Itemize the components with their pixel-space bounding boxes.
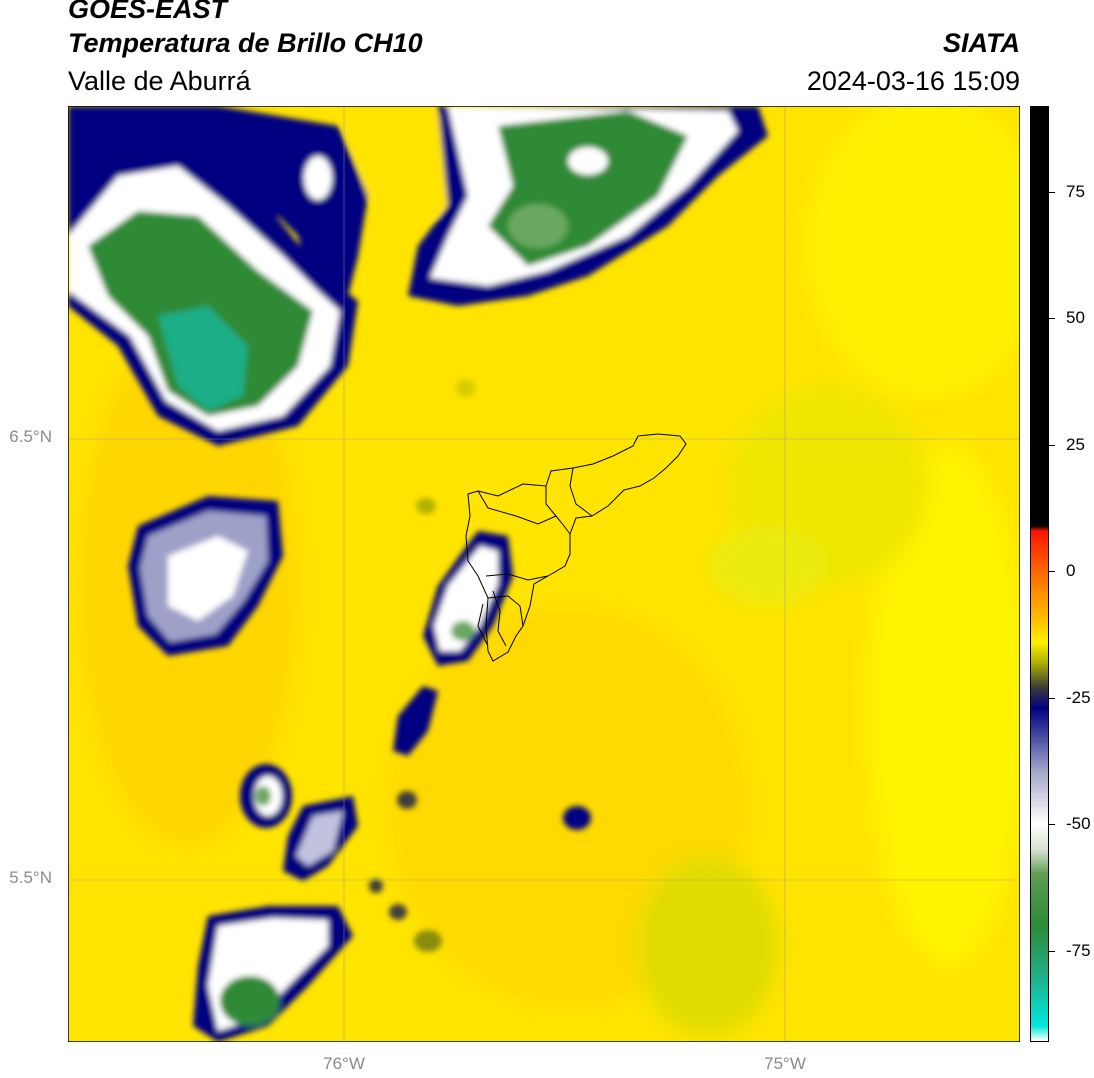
- lat-label-6-5n: 6.5°N: [9, 427, 52, 446]
- product-title: Temperatura de Brillo CH10: [68, 28, 423, 58]
- colorbar-tick-label: -50: [1066, 814, 1091, 834]
- region-subtitle: Valle de Aburrá: [68, 66, 251, 96]
- satellite-title: GOES-EAST: [68, 0, 228, 24]
- satellite-map: [68, 106, 1020, 1042]
- colorbar-tick-label: 50: [1066, 308, 1085, 328]
- colorbar-tick-mark: [1049, 824, 1055, 826]
- lat-label-5-5n: 5.5°N: [9, 868, 52, 887]
- grid-lines: [68, 106, 1020, 1042]
- organization-label: SIATA: [943, 28, 1020, 58]
- colorbar-tick-label: 25: [1066, 434, 1085, 454]
- colorbar-tick-mark: [1049, 318, 1055, 320]
- colorbar-tick-mark: [1049, 571, 1055, 573]
- cold-cloud-tops: [68, 106, 768, 1042]
- lon-label-76w: 76°W: [323, 1054, 365, 1073]
- colorbar-tick-mark: [1049, 697, 1055, 699]
- temperature-colorbar: [1030, 106, 1049, 1042]
- lon-label-75w: 75°W: [764, 1054, 806, 1073]
- timestamp-label: 2024-03-16 15:09: [806, 66, 1020, 96]
- colorbar-tick-label: 0: [1066, 561, 1076, 581]
- colorbar-tick-mark: [1049, 192, 1055, 193]
- colorbar-tick-mark: [1049, 444, 1055, 446]
- valle-de-aburra-boundaries: [465, 433, 687, 662]
- colorbar-tick-label: -25: [1066, 687, 1091, 707]
- colorbar-tick-label: 75: [1066, 182, 1085, 201]
- colorbar-tick-label: -75: [1066, 940, 1091, 960]
- colorbar-tick-mark: [1049, 950, 1055, 952]
